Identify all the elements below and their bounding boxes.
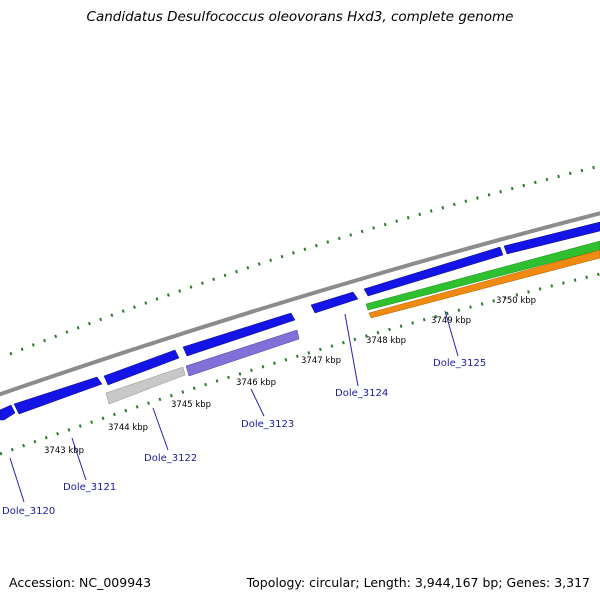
gene-feature[interactable] <box>310 291 359 314</box>
gene-label[interactable]: Dole_3122 <box>144 453 197 464</box>
accession-text: Accession: NC_009943 <box>9 575 152 590</box>
genome-backbone <box>0 211 600 397</box>
leader-line <box>344 313 359 387</box>
gene-label[interactable]: Dole_3123 <box>241 419 294 430</box>
gene-label[interactable]: Dole_3125 <box>433 358 486 369</box>
scale-label: 3746 kbp <box>236 378 276 388</box>
gene-feature[interactable] <box>182 312 296 357</box>
outer-tick-ring <box>9 164 600 356</box>
gene-label[interactable]: Dole_3121 <box>63 482 116 493</box>
scale-label: 3747 kbp <box>301 356 341 366</box>
topology-text: Topology: circular; Length: 3,944,167 bp… <box>246 575 590 590</box>
scale-label: 3749 kbp <box>431 316 471 326</box>
gene-feature[interactable] <box>13 376 103 415</box>
scale-label: 3745 kbp <box>171 400 211 410</box>
map-title: Candidatus Desulfococcus oleovorans Hxd3… <box>86 9 514 25</box>
scale-label: 3744 kbp <box>108 423 148 433</box>
forward-strand <box>0 221 600 421</box>
scale-label: 3750 kbp <box>496 296 536 306</box>
scale-label: 3743 kbp <box>44 446 84 456</box>
gene-label-leaders <box>9 310 459 503</box>
gene-label[interactable]: Dole_3124 <box>335 388 388 399</box>
gene-feature[interactable] <box>0 404 16 421</box>
gene-feature-purple[interactable] <box>185 329 300 377</box>
green-feature[interactable] <box>365 240 600 311</box>
gene-label[interactable]: Dole_3120 <box>2 506 55 517</box>
leader-line <box>444 310 459 357</box>
scale-labels: 3743 kbp 3744 kbp 3745 kbp 3746 kbp 3747… <box>44 296 536 456</box>
leader-line <box>250 388 265 417</box>
scale-label: 3748 kbp <box>366 336 406 346</box>
orange-feature[interactable] <box>368 249 600 319</box>
gene-feature[interactable] <box>503 221 600 255</box>
gene-feature[interactable] <box>363 246 504 297</box>
gene-feature-grey[interactable] <box>105 366 186 405</box>
gene-feature[interactable] <box>103 349 180 386</box>
leader-line <box>152 407 169 451</box>
leader-line <box>9 457 25 503</box>
gene-labels: Dole_3120 Dole_3121 Dole_3122 Dole_3123 … <box>2 358 486 517</box>
leader-line <box>71 437 87 481</box>
